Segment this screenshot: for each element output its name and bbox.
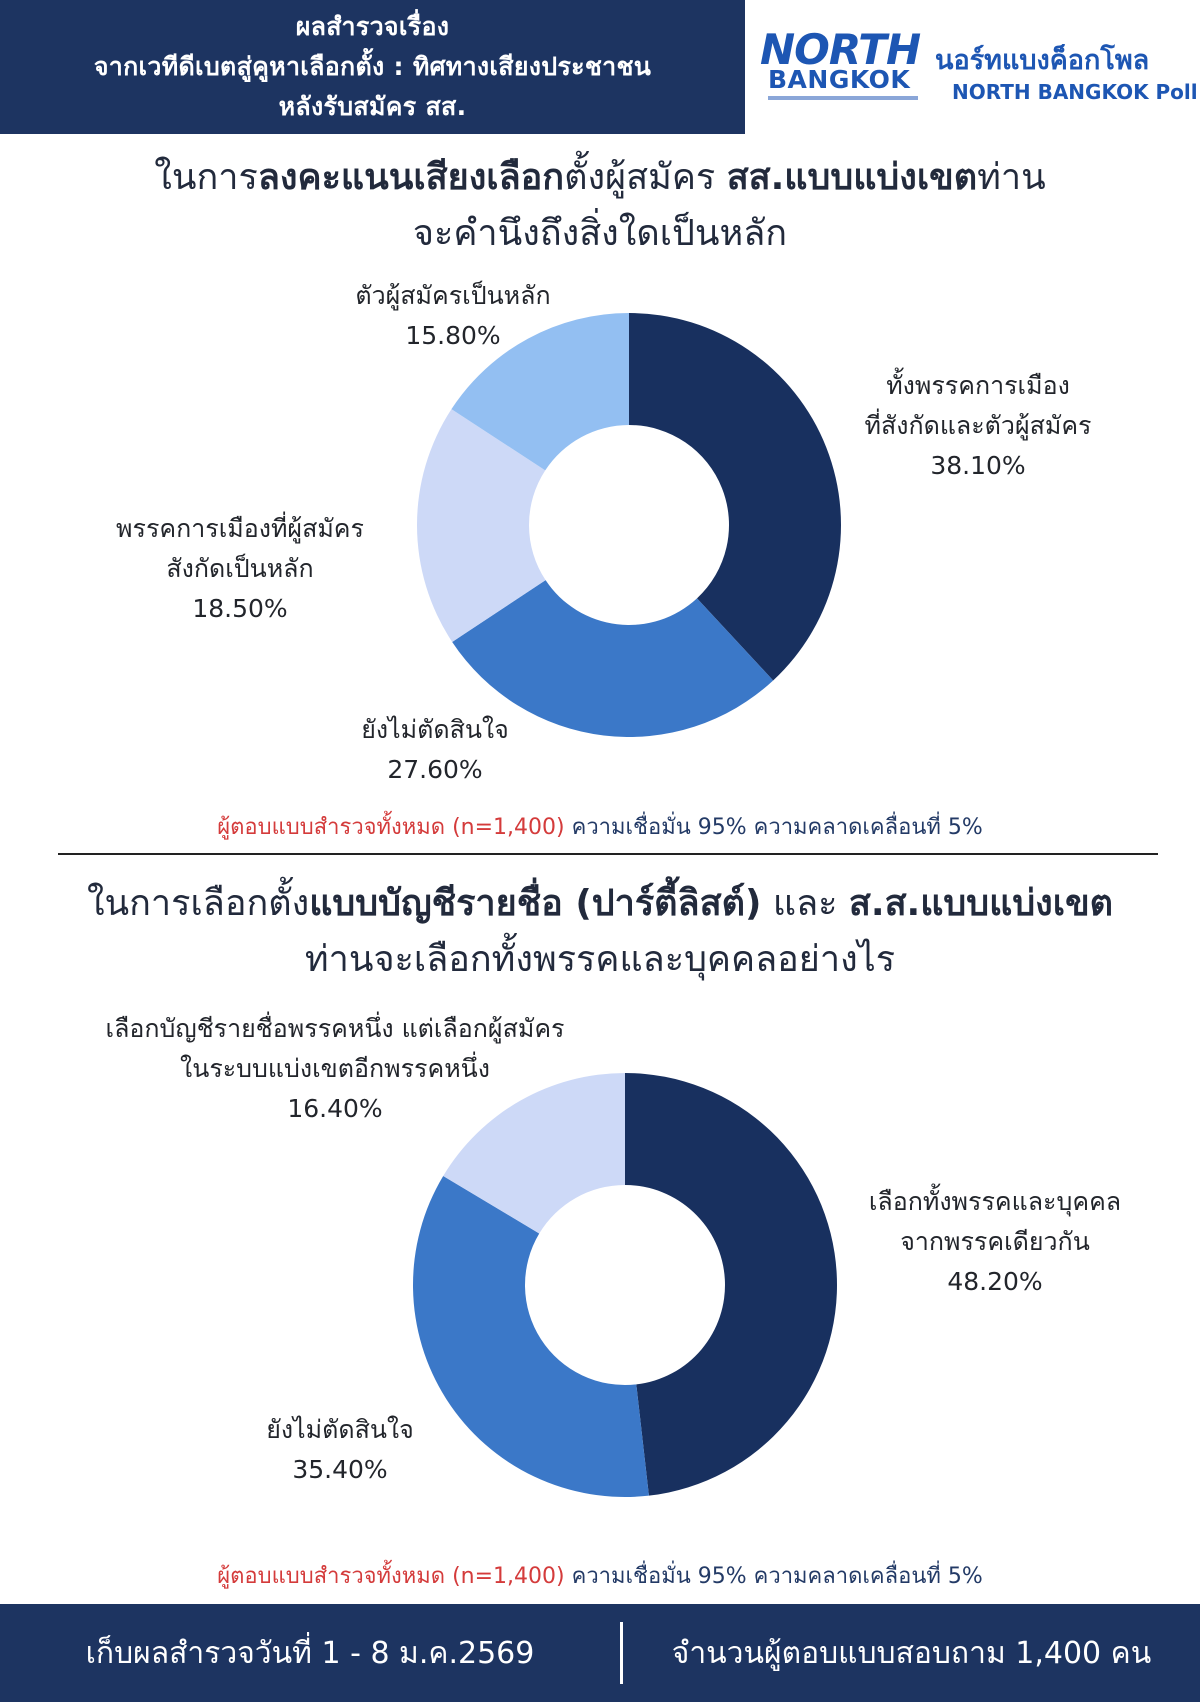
footer-survey-date: เก็บผลสำรวจวันที่ 1 - 8 ม.ค.2569: [85, 1635, 535, 1671]
chart2-label-undecided-value: 35.40%: [292, 1455, 388, 1484]
section2-title-part-3: และ: [761, 883, 849, 924]
header-line-2: จากเวทีดีเบตสู่คูหาเลือกตั้ง : ทิศทางเสี…: [93, 52, 652, 81]
chart1-label-candidate-value: 15.80%: [405, 321, 501, 350]
header-line-3: หลังรับสมัคร สส.: [278, 92, 467, 121]
chart2-slice-2: [413, 1175, 649, 1497]
logo-text-bangkok: BANGKOK: [768, 65, 911, 94]
footer-separator: [620, 1622, 623, 1684]
section1-title: ในการลงคะแนนเสียงเลือกตั้งผู้สมัคร สส.แบ…: [40, 150, 1160, 262]
chart2-slice-1: [625, 1073, 837, 1496]
chart2-label-split-vote: เลือกบัญชีรายชื่อพรรคหนึ่ง แต่เลือกผู้สม…: [40, 1009, 630, 1129]
chart1-label-party-and-candidate-text-2: ที่สังกัดและตัวผู้สมัคร: [864, 411, 1092, 440]
logo-text-north: NORTH: [760, 25, 921, 74]
section2-title-part-4: ส.ส.แบบแบ่งเขต: [848, 883, 1114, 924]
header-line-1: ผลสำรวจเรื่อง: [295, 12, 450, 41]
donut-chart-1: [417, 313, 841, 737]
section1-title-part-1: ในการ: [154, 157, 258, 198]
chart1-label-party: พรรคการเมืองที่ผู้สมัคร สังกัดเป็นหลัก 1…: [80, 509, 400, 629]
chart2-label-undecided: ยังไม่ตัดสินใจ 35.40%: [215, 1410, 465, 1490]
logo-caption-bar: [768, 96, 918, 100]
chart1-label-party-value: 18.50%: [192, 594, 288, 623]
chart2-label-undecided-text: ยังไม่ตัดสินใจ: [266, 1415, 414, 1444]
section2-note-sample: ผู้ตอบแบบสำรวจทั้งหมด (n=1,400): [217, 1564, 565, 1589]
section2-title-line-2: ท่านจะเลือกทั้งพรรคและบุคคลอย่างไร: [304, 939, 896, 980]
section1-note-confidence: ความเชื่อมั่น 95% ความคลาดเคลื่อนที่ 5%: [564, 815, 983, 840]
section1-title-line-2: จะคำนึงถึงสิ่งใดเป็นหลัก: [412, 213, 788, 254]
chart1-label-party-and-candidate-text-1: ทั้งพรรคการเมือง: [886, 371, 1070, 400]
chart2-label-split-vote-value: 16.40%: [287, 1094, 383, 1123]
section2-note-confidence: ความเชื่อมั่น 95% ความคลาดเคลื่อนที่ 5%: [564, 1564, 983, 1589]
section1-title-part-2: ลงคะแนนเสียงเลือก: [257, 157, 565, 198]
brand-name-english: NORTH BANGKOK Poll: [952, 80, 1198, 104]
section2-title: ในการเลือกตั้งแบบบัญชีรายชื่อ (ปาร์ตี้ลิ…: [40, 876, 1160, 988]
chart1-label-party-and-candidate-value: 38.10%: [930, 451, 1026, 480]
chart1-label-undecided-value: 27.60%: [387, 755, 483, 784]
section1-title-part-5: ท่าน: [977, 157, 1046, 198]
north-bangkok-logo: NORTH BANGKOK: [760, 25, 921, 108]
chart1-label-candidate-text: ตัวผู้สมัครเป็นหลัก: [355, 281, 551, 310]
section2-title-line-1: ในการเลือกตั้งแบบบัญชีรายชื่อ (ปาร์ตี้ลิ…: [40, 876, 1160, 932]
header: ผลสำรวจเรื่อง จากเวทีดีเบตสู่คูหาเลือกตั…: [0, 0, 1200, 134]
donut-chart-2: [413, 1073, 837, 1497]
brand-name-thai: นอร์ทแบงค็อกโพล: [935, 45, 1150, 76]
section1-title-part-3: ตั้งผู้สมัคร: [564, 157, 727, 198]
section1-note-sample: ผู้ตอบแบบสำรวจทั้งหมด (n=1,400): [217, 815, 565, 840]
chart2-label-same-party-text-1: เลือกทั้งพรรคและบุคคล: [868, 1187, 1122, 1216]
chart1-label-party-text-1: พรรคการเมืองที่ผู้สมัคร: [116, 514, 364, 543]
chart1-label-undecided: ยังไม่ตัดสินใจ 27.60%: [300, 710, 570, 790]
chart1-label-party-and-candidate: ทั้งพรรคการเมือง ที่สังกัดและตัวผู้สมัคร…: [818, 366, 1138, 486]
chart2-label-same-party: เลือกทั้งพรรคและบุคคล จากพรรคเดียวกัน 48…: [835, 1182, 1155, 1302]
chart2-label-same-party-value: 48.20%: [947, 1267, 1043, 1296]
chart2-label-split-vote-text-1: เลือกบัญชีรายชื่อพรรคหนึ่ง แต่เลือกผู้สม…: [105, 1014, 565, 1043]
chart1-slice-2: [452, 580, 774, 737]
chart1-label-party-text-2: สังกัดเป็นหลัก: [166, 554, 314, 583]
section1-title-line-1: ในการลงคะแนนเสียงเลือกตั้งผู้สมัคร สส.แบ…: [40, 150, 1160, 206]
section2-sample-note: ผู้ตอบแบบสำรวจทั้งหมด (n=1,400) ความเชื่…: [0, 1558, 1200, 1593]
footer: เก็บผลสำรวจวันที่ 1 - 8 ม.ค.2569 จำนวนผู…: [0, 1604, 1200, 1702]
section2-title-part-2: แบบบัญชีรายชื่อ (ปาร์ตี้ลิสต์): [309, 883, 762, 924]
section1-title-part-4: สส.แบบแบ่งเขต: [726, 157, 978, 198]
section1-sample-note: ผู้ตอบแบบสำรวจทั้งหมด (n=1,400) ความเชื่…: [0, 809, 1200, 844]
chart1-label-candidate: ตัวผู้สมัครเป็นหลัก 15.80%: [318, 276, 588, 356]
chart2-label-same-party-text-2: จากพรรคเดียวกัน: [900, 1227, 1090, 1256]
chart1-label-undecided-text: ยังไม่ตัดสินใจ: [361, 715, 509, 744]
section2-title-part-1: ในการเลือกตั้ง: [86, 883, 310, 924]
chart2-slice-3: [443, 1073, 625, 1234]
section-divider: [58, 853, 1158, 855]
header-title-block: ผลสำรวจเรื่อง จากเวทีดีเบตสู่คูหาเลือกตั…: [0, 0, 745, 134]
chart2-label-split-vote-text-2: ในระบบแบ่งเขตอีกพรรคหนึ่ง: [180, 1054, 490, 1083]
chart1-slice-1: [629, 313, 841, 681]
chart1-slice-4: [451, 313, 629, 471]
chart1-slice-3: [417, 409, 546, 642]
footer-respondent-count: จำนวนผู้ตอบแบบสอบถาม 1,400 คน: [671, 1635, 1152, 1671]
